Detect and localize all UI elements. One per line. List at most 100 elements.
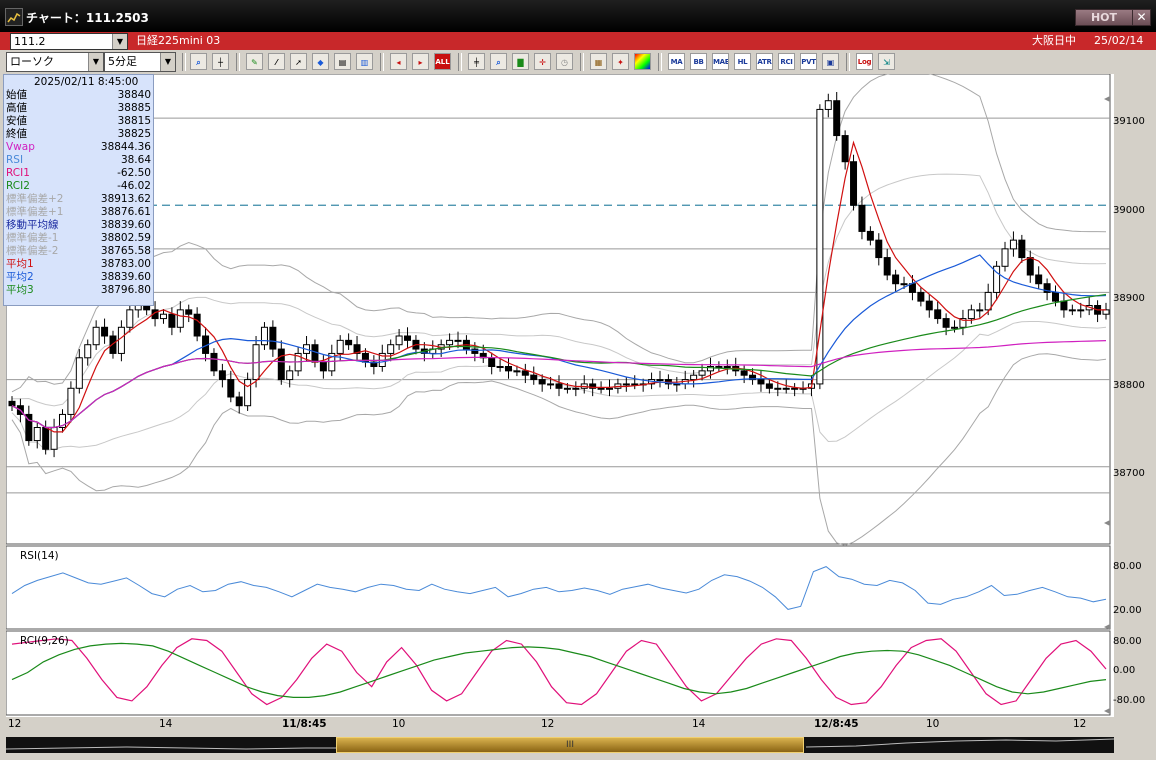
candle-body	[168, 313, 176, 328]
crosshair-icon[interactable]: ┼	[212, 53, 229, 70]
candle-body	[547, 383, 555, 386]
hot-button[interactable]: HOT	[1075, 9, 1133, 26]
candle-body	[765, 383, 773, 389]
pvt-button[interactable]: PVT	[800, 53, 817, 70]
scroll-marker-icon	[1104, 624, 1110, 630]
info-row: 平均1 38783.00	[6, 258, 151, 271]
time-axis-label: 12	[8, 718, 22, 730]
rci-panel-frame	[6, 630, 1111, 716]
info-label: 標準偏差-2	[6, 245, 59, 257]
info-row: 安値 38815	[6, 115, 151, 128]
info-row: RCI1 -62.50	[6, 167, 151, 180]
split-icon[interactable]: ✛	[534, 53, 551, 70]
bb-button[interactable]: BB	[690, 53, 707, 70]
chevron-down-icon[interactable]: ▼	[112, 34, 127, 49]
candle-settings-icon[interactable]: ╪	[468, 53, 485, 70]
timeframe-select[interactable]: 5分足 ▼	[104, 52, 176, 72]
info-label: 標準偏差+1	[6, 206, 64, 218]
candle-body	[816, 108, 824, 385]
pen-icon[interactable]: ✎	[246, 53, 263, 70]
candle-body	[185, 309, 193, 315]
candle-body	[488, 357, 496, 367]
close-button[interactable]: ✕	[1132, 9, 1151, 26]
info-value: -62.50	[117, 167, 151, 179]
zoom-icon[interactable]: ⌕	[190, 53, 207, 70]
candle-body	[387, 344, 395, 354]
candle-body	[176, 309, 184, 328]
chart-app-icon	[5, 8, 23, 26]
candle-body	[875, 239, 883, 259]
rsi-line	[11, 566, 1107, 610]
window-title: チャート：111.2503	[26, 11, 149, 25]
atr-button[interactable]: ATR	[756, 53, 773, 70]
ma-button[interactable]: MA	[668, 53, 685, 70]
chevron-down-icon[interactable]: ▼	[160, 53, 175, 71]
chevron-down-icon[interactable]: ▼	[88, 53, 103, 71]
info-row: RCI2 -46.02	[6, 180, 151, 193]
candle-body	[850, 161, 858, 206]
time-scrollbar[interactable]: III	[6, 737, 1114, 753]
timeframe-value: 5分足	[108, 55, 137, 68]
candle-body	[706, 366, 714, 372]
candle-body	[25, 413, 33, 442]
info-label: 高値	[6, 102, 27, 114]
candle-body	[42, 427, 50, 450]
candle-body	[101, 326, 109, 337]
color-palette-icon[interactable]	[634, 53, 651, 70]
chart-toolbar: ローソク ▼ 5分足 ▼ ⌕ ┼ ✎ ⁄ ➚ ◆ ▤ ▥ ◂ ▸ ALL ╪ ⌕…	[0, 50, 1156, 74]
market-date: 25/02/14	[1094, 34, 1144, 47]
candle-body	[976, 309, 984, 312]
trash-icon[interactable]: ▥	[356, 53, 373, 70]
chart-type-select[interactable]: ローソク ▼	[6, 52, 104, 72]
rci-lines	[11, 638, 1107, 706]
info-label: 標準偏差-1	[6, 232, 59, 244]
compass-icon[interactable]: ◷	[556, 53, 573, 70]
search-chart-icon[interactable]: ⌕	[490, 53, 507, 70]
info-label: 終値	[6, 128, 27, 140]
chart-area[interactable]: RSI(14) RCI(9,26)	[6, 74, 1114, 717]
cursor-icon[interactable]: ➚	[290, 53, 307, 70]
eraser-icon[interactable]: ◆	[312, 53, 329, 70]
candle-body	[791, 387, 799, 390]
vwap-line	[11, 340, 1107, 429]
info-value: 38825	[117, 128, 151, 140]
window-icon[interactable]: ▣	[822, 53, 839, 70]
candle-body	[75, 357, 83, 389]
symbol-code-combo[interactable]: 111.2 ▼	[10, 33, 128, 50]
price-axis-label: 38800	[1113, 380, 1145, 391]
info-value: 38802.59	[100, 232, 151, 244]
candle-body	[967, 309, 975, 320]
time-axis-label: 12	[1073, 718, 1087, 730]
export-icon[interactable]: ⇲	[878, 53, 895, 70]
info-row: 標準偏差+1 38876.61	[6, 206, 151, 219]
time-axis-label: 10	[926, 718, 940, 730]
all-range-icon[interactable]: ALL	[434, 53, 451, 70]
log-button[interactable]: Log	[856, 53, 873, 70]
chart-canvas[interactable]	[6, 74, 1114, 717]
time-axis-label: 12/8:45	[814, 718, 859, 730]
bb-upper-2	[11, 74, 1107, 393]
time-axis-label: 10	[392, 718, 406, 730]
line-tool-icon[interactable]: ⁄	[268, 53, 285, 70]
rci-button[interactable]: RCI	[778, 53, 795, 70]
document-icon[interactable]: ▤	[334, 53, 351, 70]
step-left-icon[interactable]: ◂	[390, 53, 407, 70]
info-row: 標準偏差-2 38765.58	[6, 245, 151, 258]
step-right-icon[interactable]: ▸	[412, 53, 429, 70]
info-row: 平均2 38839.60	[6, 271, 151, 284]
bar-chart-icon[interactable]: ▇	[512, 53, 529, 70]
bb-upper-1	[12, 173, 1107, 407]
candle-body	[159, 313, 167, 320]
mae-button[interactable]: MAE	[712, 53, 729, 70]
candle-body	[227, 379, 235, 398]
wrench-icon[interactable]: ✦	[612, 53, 629, 70]
scroll-thumb[interactable]: III	[336, 737, 804, 753]
candle-body	[715, 366, 723, 368]
info-label: RSI	[6, 154, 24, 166]
hl-button[interactable]: HL	[734, 53, 751, 70]
candle-body	[84, 344, 92, 359]
rci-long-line	[11, 642, 1107, 699]
grid-icon[interactable]: ▦	[590, 53, 607, 70]
candle-body	[260, 326, 268, 346]
candle-body	[336, 339, 344, 354]
